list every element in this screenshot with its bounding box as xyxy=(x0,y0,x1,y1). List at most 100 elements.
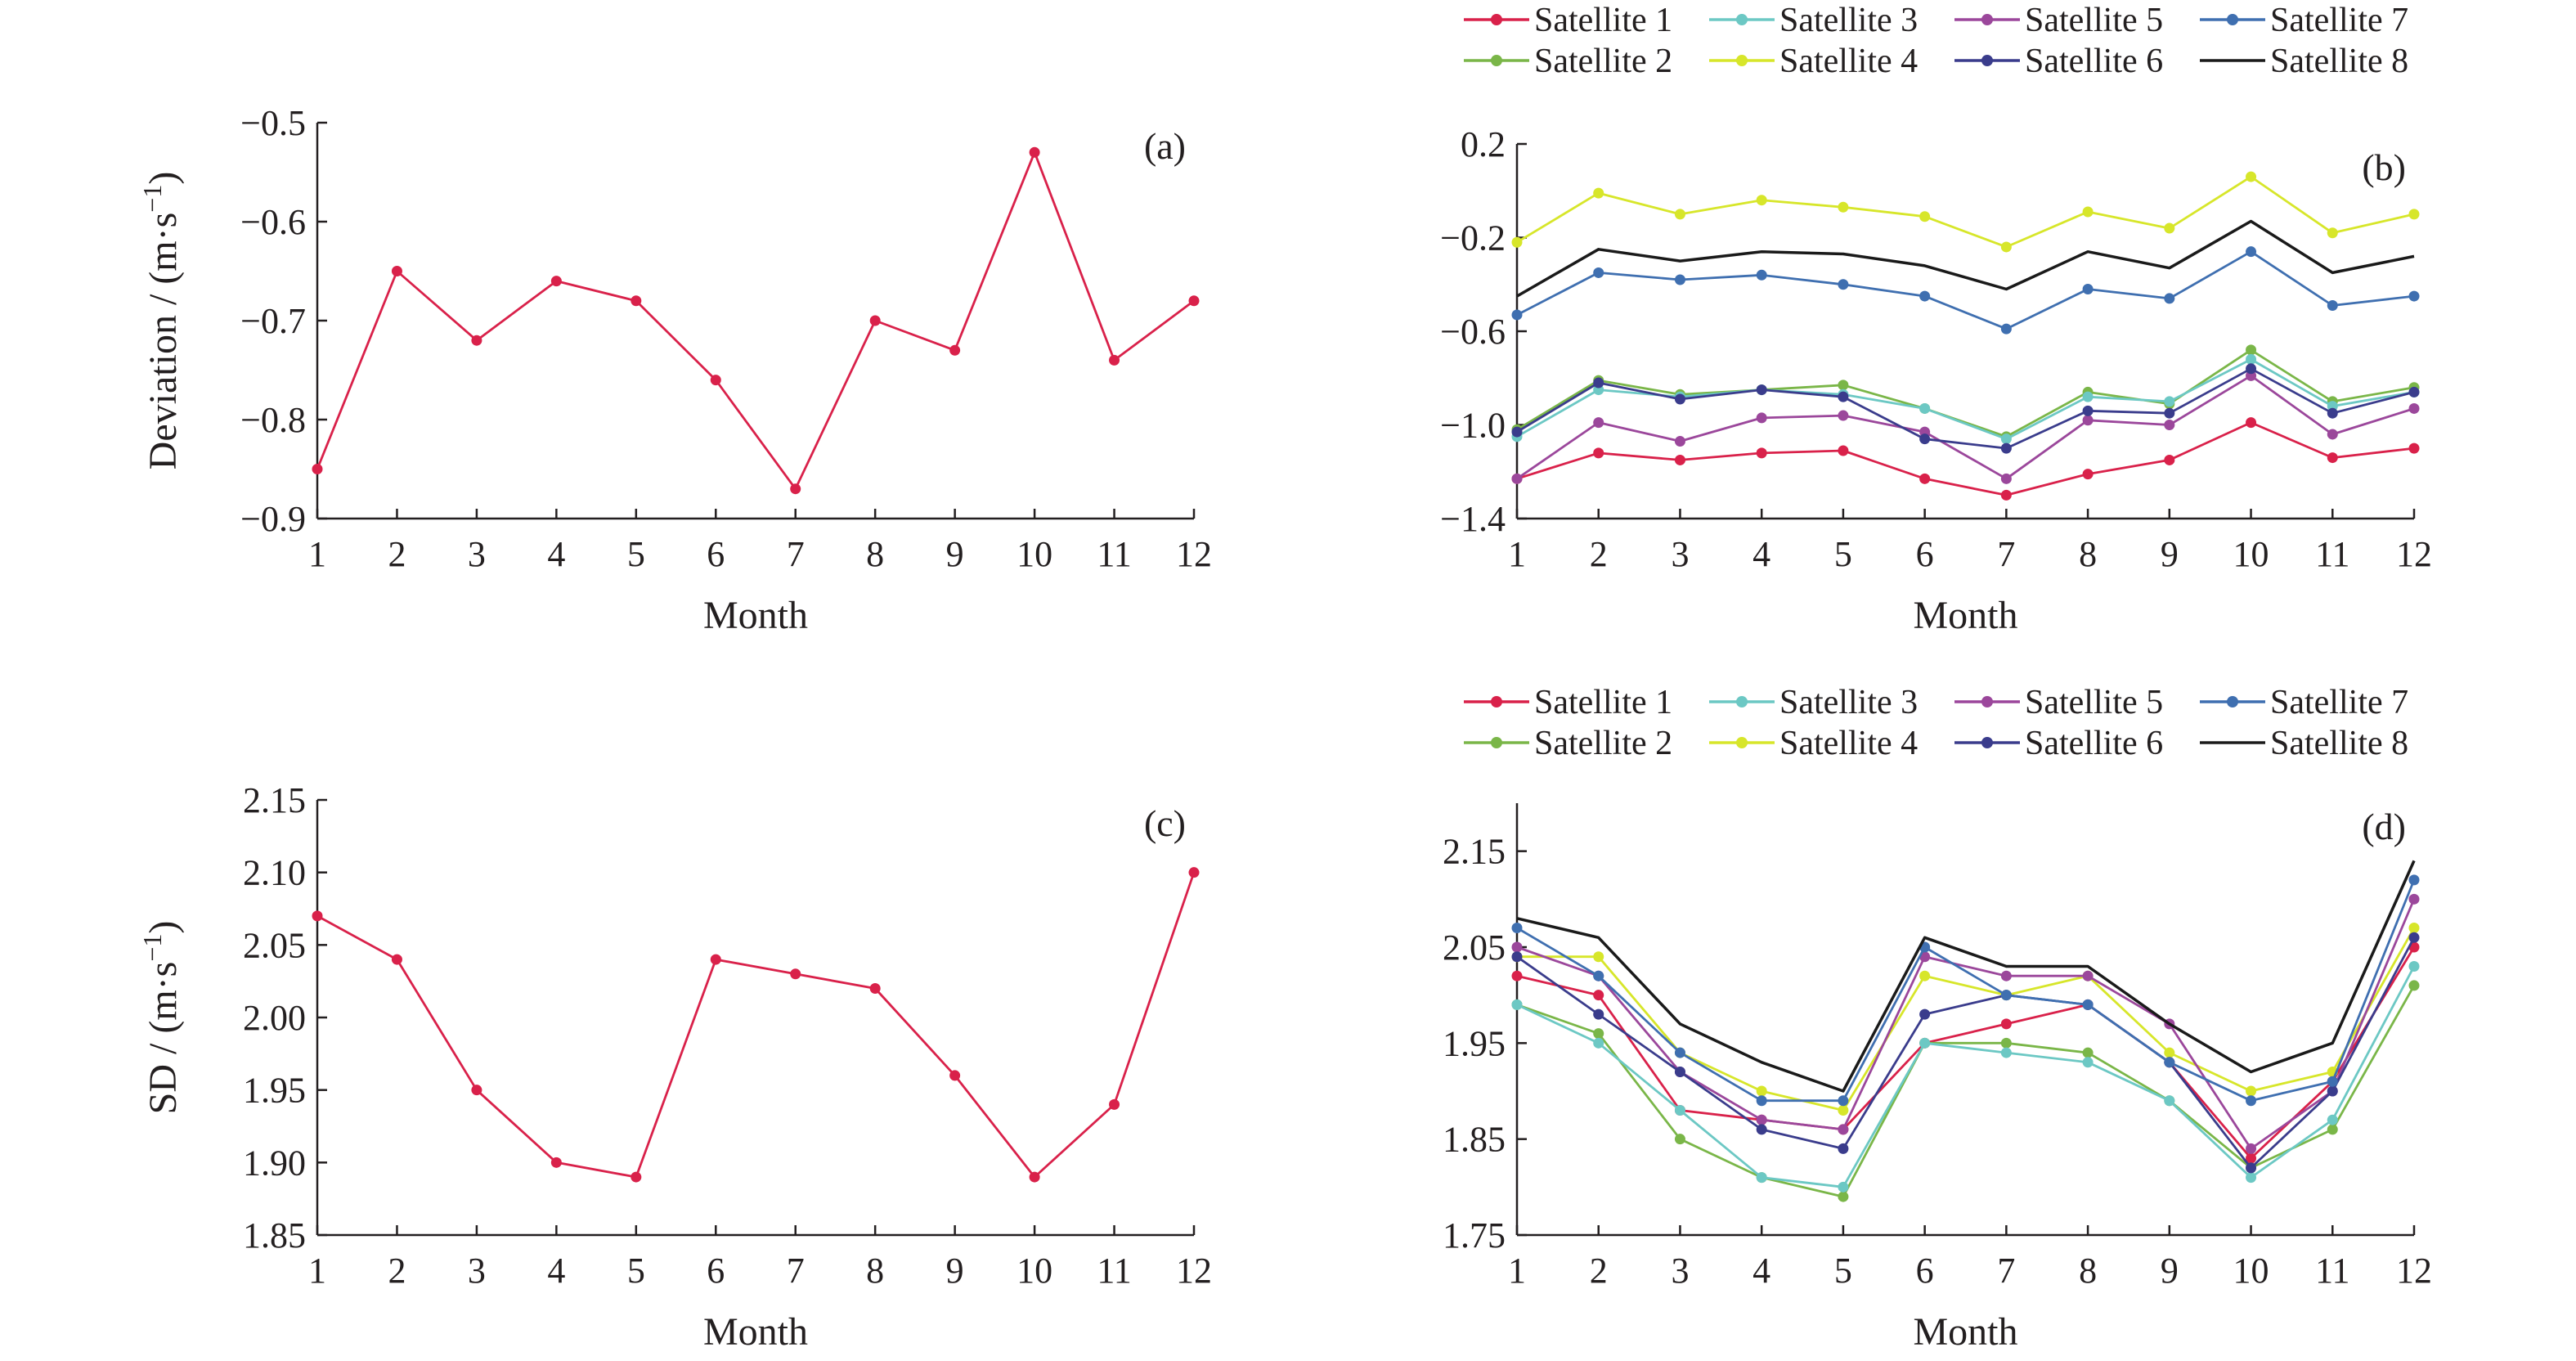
x-tick-label: 6 xyxy=(1916,1251,1934,1291)
x-tick-label: 5 xyxy=(627,534,645,574)
x-tick-label: 10 xyxy=(1016,1251,1052,1291)
legend-label: Satellite 2 xyxy=(1534,43,1672,80)
x-tick-label: 5 xyxy=(627,1251,645,1291)
data-point xyxy=(1756,1114,1767,1125)
x-tick-label: 9 xyxy=(946,534,964,574)
data-point xyxy=(550,1157,562,1168)
x-tick-label: 11 xyxy=(1097,534,1131,574)
legend-swatch-marker xyxy=(1981,696,1993,707)
x-tick-label: 12 xyxy=(1176,1251,1212,1291)
data-point xyxy=(1838,1191,1849,1202)
data-point xyxy=(1756,412,1767,424)
series-satellite-7 xyxy=(1511,874,2420,1107)
data-point xyxy=(1593,1028,1604,1040)
y-tick-label: 2.05 xyxy=(1443,928,1506,968)
series-deviation xyxy=(312,867,1200,1183)
series-satellite-3 xyxy=(1511,960,2420,1193)
data-point xyxy=(1919,1008,1931,1020)
series-line xyxy=(1516,250,2415,330)
legend-item: Satellite 3 xyxy=(1709,2,1918,39)
panel-label: (c) xyxy=(1144,802,1186,844)
data-point xyxy=(1674,274,1685,285)
data-point xyxy=(2082,1047,2094,1058)
legend-item: Satellite 8 xyxy=(2200,725,2408,762)
legend-label: Satellite 1 xyxy=(1534,2,1672,39)
y-tick-label: 1.85 xyxy=(243,1215,306,1255)
data-point xyxy=(1838,380,1849,391)
data-point xyxy=(2000,323,2012,335)
y-tick-label: −0.7 xyxy=(240,301,306,341)
legend-item: Satellite 5 xyxy=(1954,684,2163,721)
series-line xyxy=(1516,175,2415,249)
x-tick-label: 6 xyxy=(707,1251,725,1291)
x-tick-label: 3 xyxy=(1671,534,1689,574)
legend-label: Satellite 8 xyxy=(2270,43,2408,80)
legend-label: Satellite 4 xyxy=(1779,725,1918,762)
legend-swatch-marker xyxy=(2227,696,2238,707)
legend-swatch-marker xyxy=(1981,55,1993,66)
x-tick-label: 7 xyxy=(1997,534,2015,574)
legend-label: Satellite 6 xyxy=(2025,725,2163,762)
data-point xyxy=(1593,951,1604,963)
chart-panel-2: 1.851.901.952.002.052.102.151 2 3 4 5 6 7 8 9 10 1… xyxy=(137,780,1212,1354)
y-tick-label: 2.15 xyxy=(243,780,306,820)
y-tick-label: 1.85 xyxy=(1443,1120,1506,1160)
legend-3: Satellite 1 Satellite 2 Satellite 3 Satelli… xyxy=(1464,684,2408,762)
data-point xyxy=(790,968,801,980)
legend-1: Satellite 1 Satellite 2 Satellite 3 Satelli… xyxy=(1464,2,2408,80)
x-tick-label: 11 xyxy=(2315,1251,2349,1291)
data-point xyxy=(2164,222,2175,234)
data-point xyxy=(869,983,881,995)
series-satellite-8 xyxy=(1516,860,2416,1093)
data-point xyxy=(550,276,562,287)
x-tick-label: 1 xyxy=(1508,1251,1526,1291)
data-point xyxy=(2082,970,2094,981)
series-satellite-7 xyxy=(1511,246,2420,335)
data-point xyxy=(2246,246,2257,258)
data-point xyxy=(2408,442,2420,454)
legend-label: Satellite 2 xyxy=(1534,725,1672,762)
legend-item: Satellite 4 xyxy=(1709,43,1918,80)
data-point xyxy=(1188,867,1200,878)
legend-item: Satellite 1 xyxy=(1464,2,1672,39)
series-line xyxy=(1516,879,2416,1103)
x-tick-label: 1 xyxy=(1508,534,1526,574)
data-point xyxy=(1838,1104,1849,1116)
data-point xyxy=(312,464,323,474)
data-point xyxy=(1756,384,1767,396)
data-point xyxy=(1756,1172,1767,1184)
y-tick-label: 2.10 xyxy=(243,853,306,893)
y-tick-label: −0.5 xyxy=(240,103,306,143)
series-line xyxy=(1516,965,2416,1188)
x-tick-label: 5 xyxy=(1834,534,1852,574)
legend-swatch-marker xyxy=(2227,14,2238,25)
y-axis-title: Deviation / (m·s−1) xyxy=(137,172,185,470)
series-line xyxy=(1516,946,2416,1160)
legend-swatch-marker xyxy=(1736,55,1748,66)
x-tick-label: 7 xyxy=(1997,1251,2015,1291)
chart-panel-3: 1.751.851.952.052.151 2 3 4 5 6 7 8 9 10 11 12Month… xyxy=(1443,803,2432,1354)
legend-item: Satellite 2 xyxy=(1464,725,1672,762)
data-point xyxy=(2408,932,2420,943)
x-tick-label: 10 xyxy=(2233,534,2269,574)
legend-swatch-marker xyxy=(1491,696,1502,707)
series-satellite-1 xyxy=(1511,417,2420,501)
chart-panel-0: −0.9−0.8−0.7−0.6−0.51 2 3 4 5 6 7 8 9 10 11 12Month… xyxy=(137,103,1212,637)
data-point xyxy=(2408,209,2420,220)
data-point xyxy=(1511,236,1523,248)
x-tick-label: 3 xyxy=(468,534,486,574)
data-point xyxy=(2408,960,2420,972)
x-tick-label: 4 xyxy=(1752,1251,1770,1291)
data-point xyxy=(2164,396,2175,407)
data-point xyxy=(1593,267,1604,278)
y-tick-label: 1.95 xyxy=(243,1071,306,1111)
data-point xyxy=(2082,391,2094,402)
data-point xyxy=(2000,241,2012,253)
y-tick-label: −0.2 xyxy=(1440,218,1506,258)
x-tick-label: 11 xyxy=(1097,1251,1131,1291)
legend-label: Satellite 3 xyxy=(1779,2,1918,39)
data-point xyxy=(1756,269,1767,281)
data-point xyxy=(1838,1181,1849,1193)
data-point xyxy=(1674,209,1685,220)
